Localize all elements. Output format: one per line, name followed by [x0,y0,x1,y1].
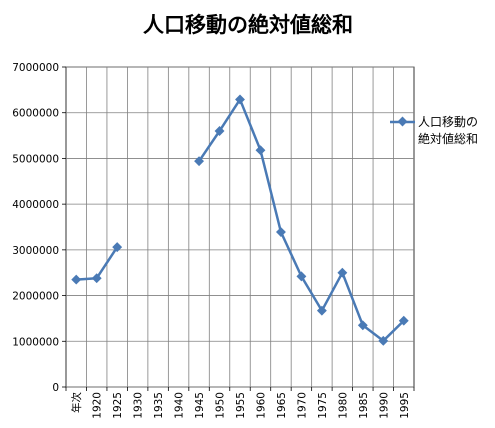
y-tick-label: 6000000 [12,108,59,120]
x-tick-label: 年次 [70,392,83,413]
x-tick-label: 1965 [276,392,288,419]
x-tick-label: 1955 [235,392,247,419]
y-tick-label: 3000000 [12,245,59,257]
x-tick-label: 1930 [133,392,145,419]
x-tick-label: 1985 [358,392,370,419]
x-tick-label: 1940 [174,392,186,419]
y-tick-label: 1000000 [12,336,59,348]
y-tick-label: 7000000 [12,62,59,74]
x-tick-label: 1960 [255,392,267,419]
y-tick-label: 2000000 [12,291,59,303]
plot-area [65,66,415,388]
data-point [378,335,389,346]
data-point [275,227,286,237]
x-tick-label: 1925 [112,392,124,419]
x-tick-label: 1980 [337,392,349,419]
data-point [235,94,245,105]
legend-label-line2: 絶対値総和 [418,131,478,146]
x-tick-label: 1950 [215,392,227,419]
data-point [357,320,368,331]
y-axis: 0 1000000 2000000 3000000 4000000 5000000 6000… [12,62,66,394]
data-point [255,145,266,156]
data-point [296,271,307,282]
data-point [214,126,225,136]
x-tick-label: 1975 [317,392,329,419]
y-tick-label: 5000000 [12,153,59,165]
chart-title: 人口移動の絶対値総和 [143,13,353,37]
data-point [337,267,348,278]
x-tick-label: 1995 [399,392,411,419]
x-tick-label: 1990 [378,392,390,419]
x-tick-label: 1970 [296,392,308,419]
data-point [398,315,409,326]
x-tick-label: 1945 [194,392,206,419]
legend: 人口移動の 絶対値総和 [390,115,478,146]
x-tick-label: 1920 [92,392,104,419]
legend-label-line1: 人口移動の [418,115,478,129]
data-point [316,305,327,316]
x-tick-label: 1935 [153,392,165,419]
y-tick-label: 0 [52,382,59,394]
series-layer [71,94,409,346]
data-point [194,156,205,167]
y-tick-label: 4000000 [12,199,59,211]
x-axis: 年次 1920 1925 1930 1935 1940 1945 1950 1955 1960 19… [65,387,415,419]
data-point [112,242,123,253]
